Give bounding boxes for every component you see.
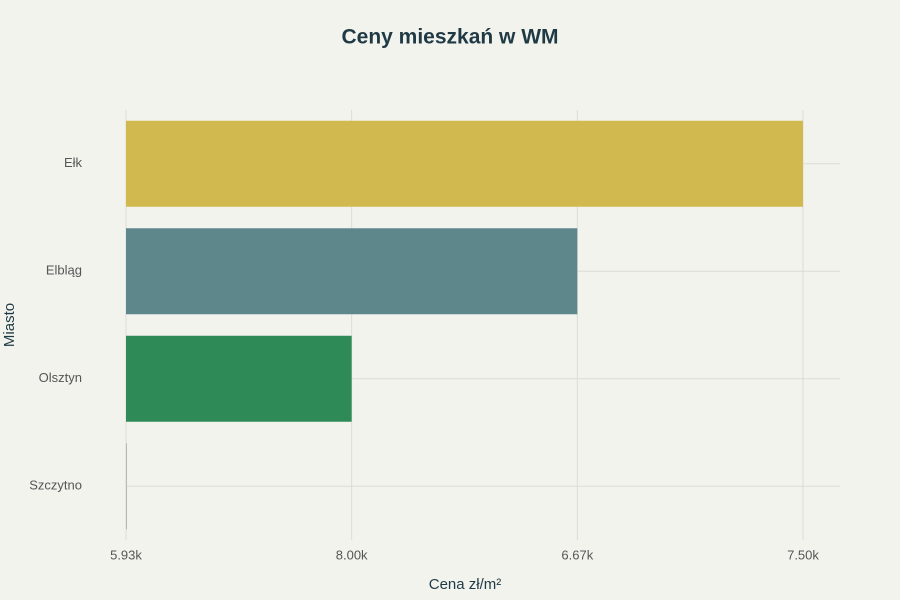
y-axis-title: Miasto [1, 303, 18, 347]
y-tick-label: Olsztyn [39, 370, 82, 385]
x-tick-label: 7.50k [787, 547, 819, 562]
bar [126, 335, 352, 422]
y-tick-label: Elbląg [46, 263, 82, 278]
bar [126, 120, 803, 207]
y-tick-label: Ełk [64, 155, 83, 170]
bar [126, 228, 578, 315]
x-tick-label: 6.67k [561, 547, 593, 562]
y-tick-label: Szczytno [29, 478, 82, 493]
chart-title: Ceny mieszkań w WM [341, 26, 558, 49]
x-tick-label: 8.00k [336, 547, 368, 562]
x-axis-title: Cena zł/m² [429, 576, 502, 593]
x-tick-label: 5.93k [110, 547, 142, 562]
bar [126, 443, 127, 530]
